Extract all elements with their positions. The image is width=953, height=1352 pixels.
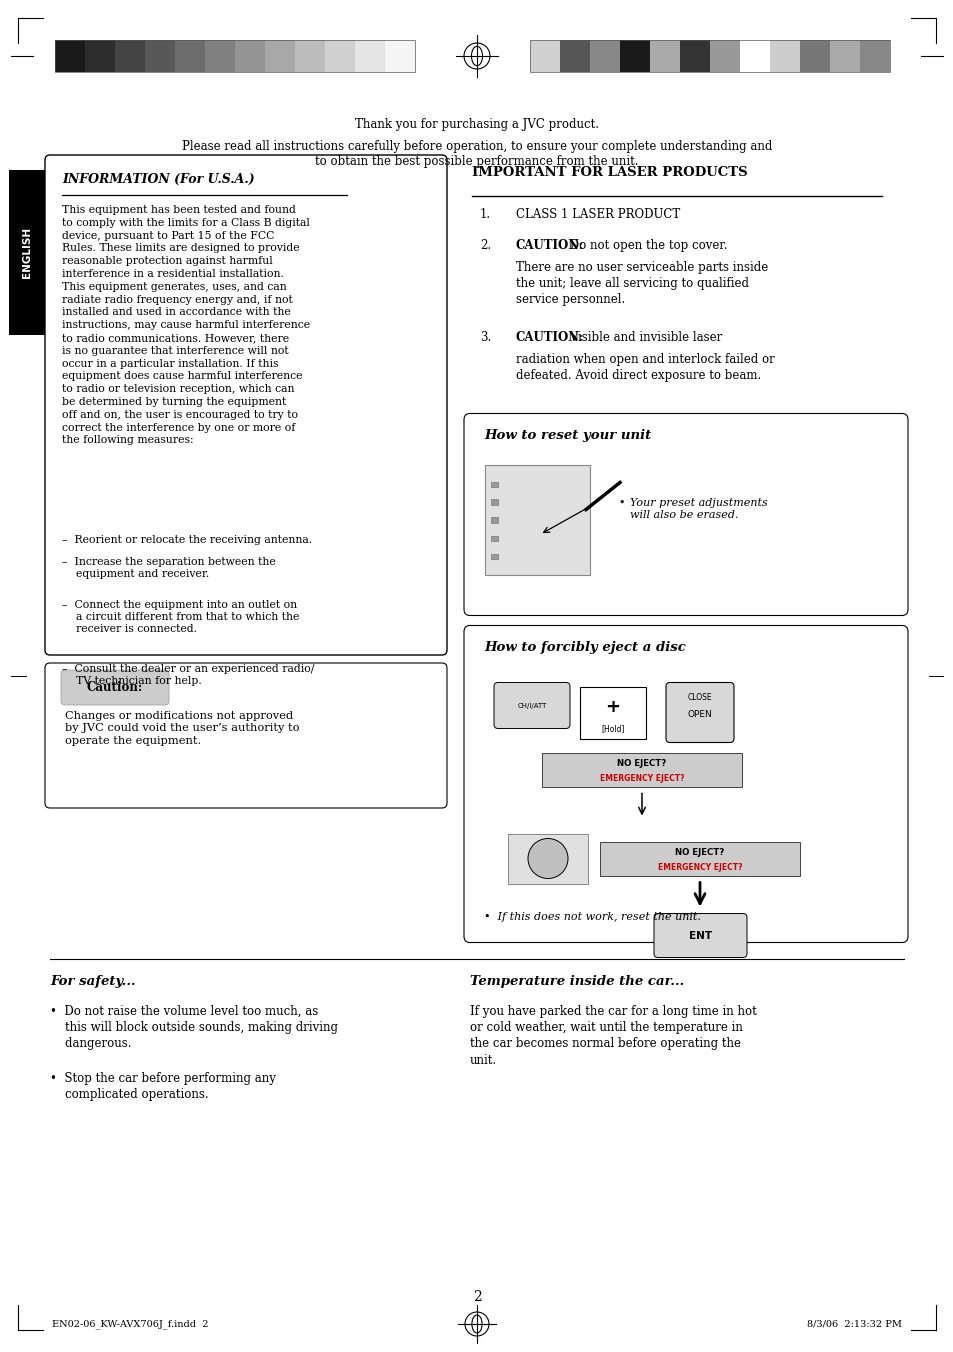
FancyBboxPatch shape bbox=[654, 914, 746, 957]
Text: How to forcibly eject a disc: How to forcibly eject a disc bbox=[483, 641, 685, 654]
Bar bbox=[145, 41, 174, 72]
Text: This equipment has been tested and found
to comply with the limits for a Class B: This equipment has been tested and found… bbox=[62, 206, 310, 445]
Text: Changes or modifications not approved
by JVC could void the user’s authority to
: Changes or modifications not approved by… bbox=[65, 711, 299, 746]
Text: ENGLISH: ENGLISH bbox=[22, 227, 32, 279]
Bar bbox=[234, 41, 265, 72]
Text: OPEN: OPEN bbox=[687, 710, 712, 719]
Text: IMPORTANT FOR LASER PRODUCTS: IMPORTANT FOR LASER PRODUCTS bbox=[472, 166, 747, 178]
Bar bbox=[491, 553, 497, 558]
Text: CLASS 1 LASER PRODUCT: CLASS 1 LASER PRODUCT bbox=[516, 208, 679, 220]
Bar bbox=[115, 41, 145, 72]
Circle shape bbox=[527, 838, 567, 879]
Bar bbox=[579, 687, 645, 738]
Bar bbox=[491, 535, 497, 541]
Text: INFORMATION (For U.S.A.): INFORMATION (For U.S.A.) bbox=[62, 173, 254, 187]
Bar bbox=[829, 41, 859, 72]
Bar bbox=[491, 518, 497, 522]
Text: –  Reorient or relocate the receiving antenna.: – Reorient or relocate the receiving ant… bbox=[62, 535, 312, 545]
Bar bbox=[679, 41, 709, 72]
Text: For safety...: For safety... bbox=[50, 975, 135, 987]
Bar bbox=[55, 41, 415, 72]
Bar bbox=[599, 841, 800, 876]
Text: –  Increase the separation between the
    equipment and receiver.: – Increase the separation between the eq… bbox=[62, 557, 275, 579]
Text: Visible and invisible laser: Visible and invisible laser bbox=[565, 331, 721, 343]
Text: CH/I/ATT: CH/I/ATT bbox=[517, 703, 546, 708]
Text: EMERGENCY EJECT?: EMERGENCY EJECT? bbox=[657, 863, 741, 872]
FancyBboxPatch shape bbox=[494, 683, 569, 729]
Text: Please read all instructions carefully before operation, to ensure your complete: Please read all instructions carefully b… bbox=[182, 141, 771, 168]
FancyBboxPatch shape bbox=[45, 662, 447, 808]
Bar bbox=[769, 41, 800, 72]
Text: •  Stop the car before performing any
    complicated operations.: • Stop the car before performing any com… bbox=[50, 1072, 275, 1101]
FancyBboxPatch shape bbox=[45, 155, 447, 654]
Bar bbox=[559, 41, 589, 72]
Text: [Hold]: [Hold] bbox=[600, 725, 624, 733]
Bar bbox=[265, 41, 294, 72]
Text: Temperature inside the car...: Temperature inside the car... bbox=[470, 975, 683, 987]
Bar bbox=[85, 41, 115, 72]
Bar bbox=[507, 833, 587, 883]
Bar bbox=[484, 465, 589, 575]
Bar bbox=[740, 41, 769, 72]
Bar bbox=[294, 41, 325, 72]
Text: •  If this does not work, reset the unit.: • If this does not work, reset the unit. bbox=[483, 913, 700, 922]
Text: •: • bbox=[618, 498, 624, 507]
Bar bbox=[619, 41, 649, 72]
FancyBboxPatch shape bbox=[463, 626, 907, 942]
Text: 3.: 3. bbox=[479, 331, 491, 343]
Bar bbox=[325, 41, 355, 72]
Text: 8/3/06  2:13:32 PM: 8/3/06 2:13:32 PM bbox=[806, 1320, 901, 1329]
Text: Do not open the top cover.: Do not open the top cover. bbox=[565, 239, 726, 251]
Text: •  Do not raise the volume level too much, as
    this will block outside sounds: • Do not raise the volume level too much… bbox=[50, 1005, 337, 1049]
Bar bbox=[649, 41, 679, 72]
Text: How to reset your unit: How to reset your unit bbox=[483, 430, 651, 442]
Bar bbox=[205, 41, 234, 72]
Bar bbox=[55, 41, 85, 72]
Bar bbox=[491, 499, 497, 504]
Text: 2.: 2. bbox=[479, 239, 491, 251]
FancyBboxPatch shape bbox=[61, 671, 169, 704]
Text: Your preset adjustments
will also be erased.: Your preset adjustments will also be era… bbox=[629, 498, 767, 521]
Text: CAUTION:: CAUTION: bbox=[516, 331, 583, 343]
Text: Thank you for purchasing a JVC product.: Thank you for purchasing a JVC product. bbox=[355, 118, 598, 131]
Text: There are no user serviceable parts inside
the unit; leave all servicing to qual: There are no user serviceable parts insi… bbox=[516, 261, 767, 306]
Bar bbox=[530, 41, 559, 72]
Text: 2: 2 bbox=[472, 1290, 481, 1303]
Bar bbox=[491, 481, 497, 487]
Bar bbox=[174, 41, 205, 72]
Text: –  Consult the dealer or an experienced radio/
    TV technician for help.: – Consult the dealer or an experienced r… bbox=[62, 664, 314, 687]
Bar bbox=[355, 41, 385, 72]
Text: 1.: 1. bbox=[479, 208, 491, 220]
Text: CLOSE: CLOSE bbox=[687, 692, 712, 702]
Text: CAUTION:: CAUTION: bbox=[516, 239, 583, 251]
Text: EN02-06_KW-AVX706J_f.indd  2: EN02-06_KW-AVX706J_f.indd 2 bbox=[52, 1320, 209, 1329]
Text: radiation when open and interlock failed or
defeated. Avoid direct exposure to b: radiation when open and interlock failed… bbox=[516, 353, 774, 383]
Bar bbox=[9, 170, 45, 335]
Text: Caution:: Caution: bbox=[87, 681, 143, 694]
Text: NO EJECT?: NO EJECT? bbox=[675, 848, 724, 857]
Text: +: + bbox=[605, 698, 619, 715]
FancyBboxPatch shape bbox=[665, 683, 733, 742]
Text: ENT: ENT bbox=[688, 930, 711, 941]
Bar bbox=[709, 41, 740, 72]
Text: –  Connect the equipment into an outlet on
    a circuit different from that to : – Connect the equipment into an outlet o… bbox=[62, 599, 299, 634]
Text: EMERGENCY EJECT?: EMERGENCY EJECT? bbox=[599, 773, 683, 783]
Bar bbox=[530, 41, 889, 72]
Text: NO EJECT?: NO EJECT? bbox=[617, 758, 666, 768]
Bar bbox=[385, 41, 415, 72]
Bar bbox=[589, 41, 619, 72]
Bar bbox=[800, 41, 829, 72]
Bar bbox=[541, 753, 741, 787]
Text: If you have parked the car for a long time in hot
or cold weather, wait until th: If you have parked the car for a long ti… bbox=[470, 1005, 756, 1067]
Bar bbox=[859, 41, 889, 72]
FancyBboxPatch shape bbox=[463, 414, 907, 615]
